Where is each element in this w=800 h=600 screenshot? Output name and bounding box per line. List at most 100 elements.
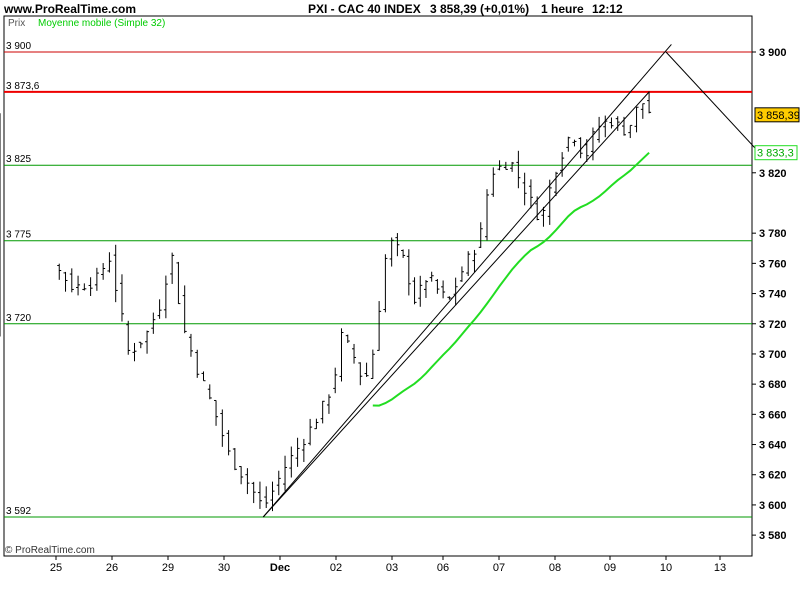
price-bar [609,117,614,129]
price-bar [195,349,200,378]
clock-time: 12:12 [592,2,623,16]
price-bar [640,103,645,119]
price-bar [466,251,471,276]
price-bar [459,266,464,282]
price-bar [412,277,417,305]
price-bar [590,127,595,161]
price-bar [510,161,515,172]
plot-frame [3,15,753,557]
x-tick-label: 02 [330,562,342,574]
price-bar [107,252,112,273]
x-tick-label: 09 [604,562,616,574]
price-bar [528,179,533,209]
y-tick-label: 3 600 [759,500,787,512]
price-bar [634,106,639,133]
price-bar [383,254,388,313]
price-bar [516,150,521,189]
price-bar [57,263,62,280]
trend-line [665,51,765,159]
watermark: © ProRealTime.com [5,545,95,556]
horizontal-line-label: 3 900 [6,41,31,52]
y-tick-label: 3 620 [759,470,787,482]
x-tick-label: 10 [660,562,672,574]
price-bar [358,362,363,386]
price-bar [447,296,452,300]
trend-line [262,91,650,518]
trend-line [262,44,672,518]
last-price-box [754,107,800,123]
timeframe: 1 heure [541,2,584,16]
price-bar [69,268,74,293]
x-tick-label: 03 [386,562,398,574]
price-bar [76,275,81,296]
price-bar [491,167,496,197]
price-bar [257,481,262,509]
price-bar [333,367,338,394]
y-tick-label: 3 820 [759,168,787,180]
ma-value-box [754,145,798,161]
price-bar [326,394,331,414]
horizontal-line-label: 3 825 [6,154,31,165]
last-quote: 3 858,39 (+0,01%) [430,2,530,16]
x-tick-label: 29 [162,562,174,574]
price-bar [63,271,68,292]
price-bar [441,280,446,299]
price-bar [245,468,250,495]
x-tick-label: 06 [437,562,449,574]
price-bar [395,233,400,257]
moving-average-green [372,151,650,407]
ma-legend: Moyenne mobile (Simple 32) [38,18,165,29]
price-bar [176,261,181,305]
price-bar [239,466,244,485]
x-tick-label: 30 [218,562,230,574]
price-bar [308,418,313,446]
price-bar [615,116,620,131]
price-bar [283,455,288,491]
instrument-name: PXI - CAC 40 INDEX [308,2,421,16]
price-bar [560,152,565,177]
price-bar [82,283,87,291]
site-name: www.ProRealTime.com [4,2,137,16]
price-bar [301,438,306,462]
x-tick-label: 08 [549,562,561,574]
price-bar [188,333,193,357]
y-tick-label: 3 900 [759,47,787,59]
price-label: Prix [8,18,25,29]
price-bar [406,249,411,296]
price-bar [352,343,357,364]
price-bar [101,263,106,280]
price-bar [251,481,256,504]
y-tick-label: 3 720 [759,319,787,331]
price-bar [94,267,99,291]
y-tick-label: 3 780 [759,228,787,240]
horizontal-line-label: 3 775 [6,230,31,241]
price-bar [264,486,269,509]
price-bar [553,171,558,197]
x-tick-label: 25 [50,562,62,574]
price-bar [126,320,131,355]
price-bar [207,384,212,400]
price-bar [138,341,143,349]
price-bar [320,400,325,424]
price-bar [547,179,552,225]
price-bar [435,279,440,294]
x-tick-label: 26 [106,562,118,574]
price-bar [182,285,187,334]
price-bar [503,161,508,170]
price-bar [157,299,162,319]
price-bar [578,137,583,159]
price-bar [289,446,294,478]
price-bar [418,275,423,307]
y-tick-label: 3 680 [759,379,787,391]
horizontal-line-label: 3 592 [6,506,31,517]
price-bar [572,139,577,147]
y-tick-label: 3 760 [759,258,787,270]
price-bar [423,280,428,298]
price-bar [453,277,458,306]
price-bar [226,430,231,456]
ma-value-label: 3 833,3 [757,148,794,160]
y-tick-label: 3 580 [759,530,787,542]
price-bar [377,301,382,351]
y-tick-label: 3 740 [759,289,787,301]
